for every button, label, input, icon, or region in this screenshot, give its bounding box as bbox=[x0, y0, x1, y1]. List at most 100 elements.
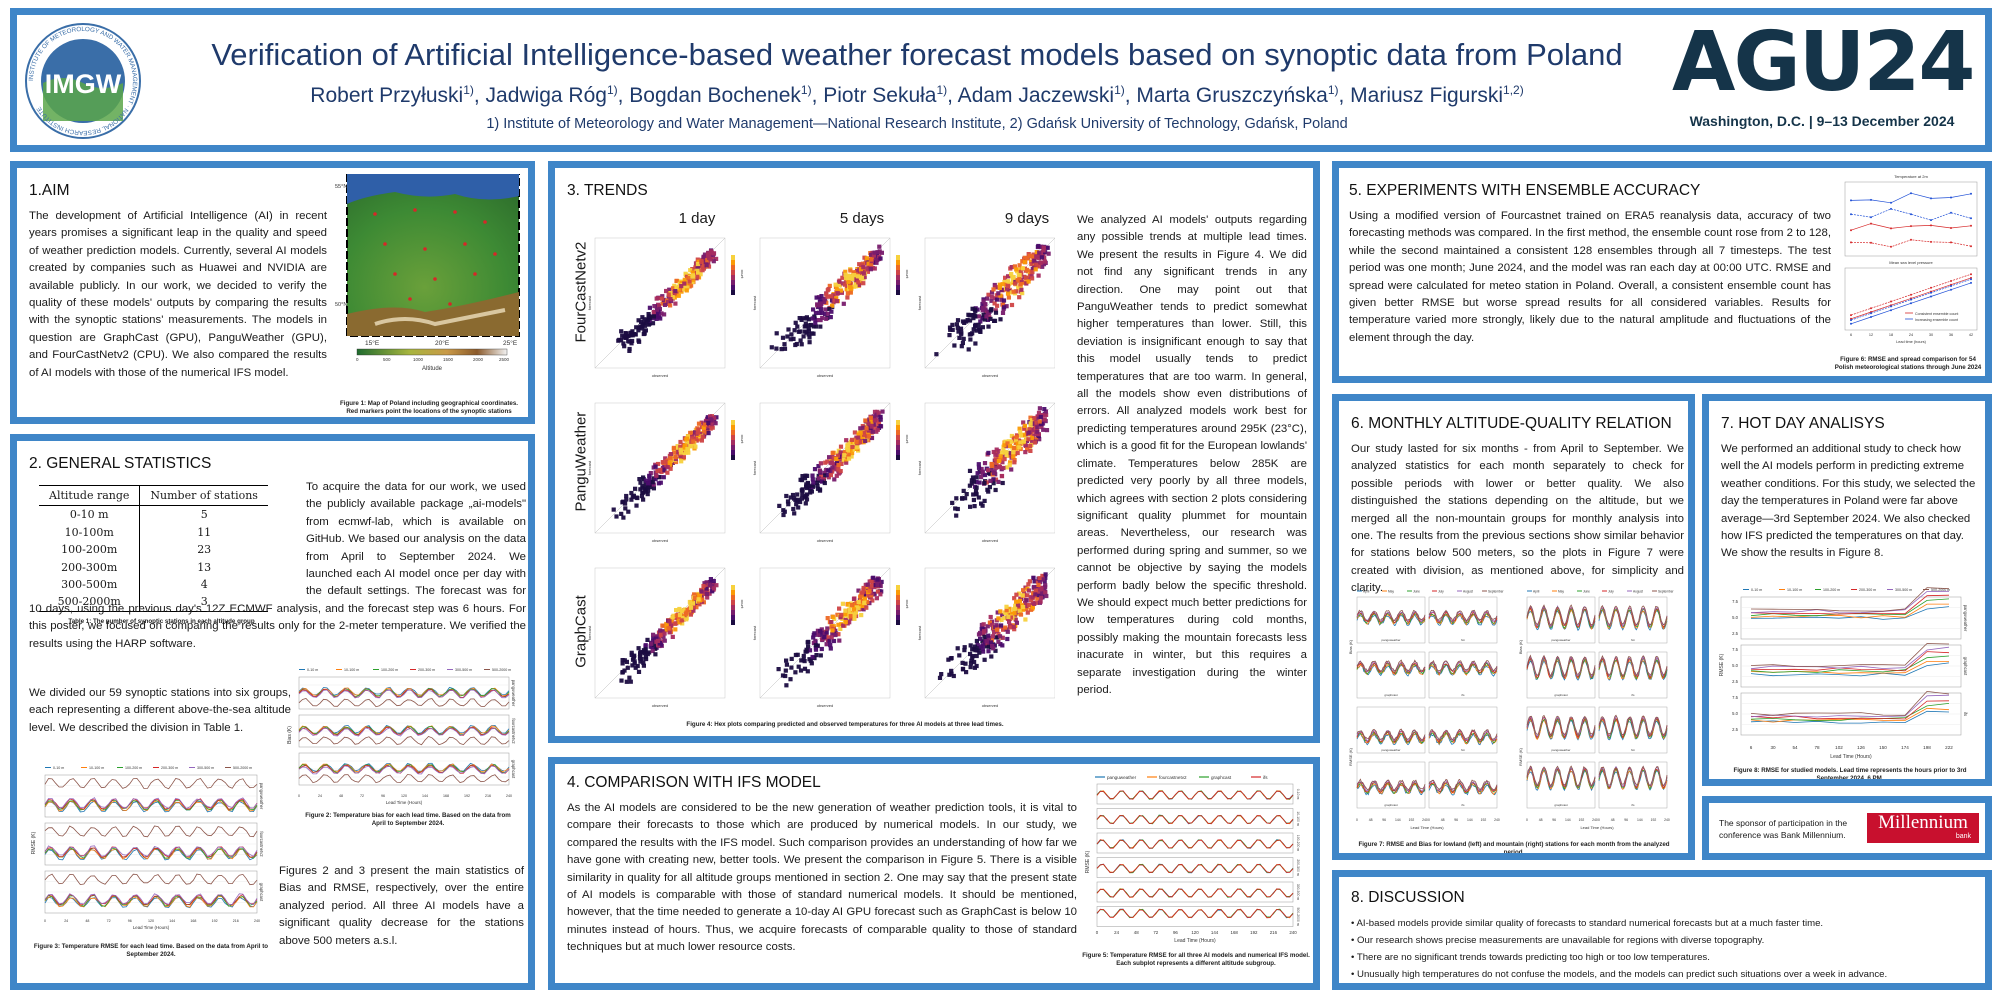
monthly-panel-label: graphcast bbox=[1384, 803, 1397, 807]
hex-bin bbox=[620, 658, 625, 663]
hex-bin bbox=[820, 315, 825, 321]
bias-series-line bbox=[298, 686, 510, 696]
fig3-caption: Figure 3: Temperature RMSE for each lead… bbox=[33, 943, 269, 958]
hex-bin bbox=[660, 460, 665, 465]
hex-bin bbox=[868, 415, 873, 420]
hex-bin bbox=[999, 297, 1004, 302]
hex-bin bbox=[810, 316, 815, 321]
hex-bin bbox=[956, 329, 961, 334]
hex-bin bbox=[990, 622, 995, 628]
hex-bin bbox=[792, 496, 797, 501]
hex-bin bbox=[834, 286, 840, 291]
hex-bin bbox=[676, 284, 681, 289]
legend-entry: 10-100 m bbox=[1787, 588, 1802, 592]
ifs-panel-label: 300-500 m bbox=[1296, 884, 1300, 900]
ensemble-line bbox=[1850, 277, 1972, 320]
hex-bin bbox=[647, 473, 652, 478]
hex-bin bbox=[677, 613, 683, 618]
hex-bin bbox=[974, 479, 979, 485]
hex-bin bbox=[704, 580, 709, 585]
hex-bin bbox=[674, 608, 679, 613]
hex-bin bbox=[986, 292, 991, 297]
ensemble-title: 5. EXPERIMENTS WITH ENSEMBLE ACCURACY bbox=[1349, 182, 1701, 199]
hex-bin bbox=[1030, 254, 1036, 259]
hex-bin bbox=[1034, 431, 1039, 436]
monthly-series-line bbox=[1356, 778, 1426, 792]
x-tick: 120 bbox=[1191, 930, 1199, 935]
general-p2: We divided our 59 synoptic stations into… bbox=[29, 687, 291, 734]
monthly-series-line bbox=[1598, 604, 1668, 626]
hex-bin bbox=[849, 454, 854, 459]
hex-bin bbox=[859, 275, 864, 280]
hex-bin bbox=[1044, 428, 1050, 433]
hex-bin bbox=[879, 250, 884, 255]
hex-bin bbox=[986, 635, 991, 640]
colorbar-cell bbox=[731, 435, 735, 440]
hex-bin bbox=[833, 632, 838, 638]
hex-bin bbox=[682, 277, 687, 282]
sponsor-text: The sponsor of participation in the conf… bbox=[1719, 818, 1848, 840]
hex-bin bbox=[964, 492, 969, 497]
hex-bin bbox=[993, 635, 998, 640]
hex-bin bbox=[875, 250, 880, 255]
hex-bin bbox=[819, 646, 824, 652]
hex-bin bbox=[968, 643, 973, 648]
monthly-series-line bbox=[1356, 659, 1426, 673]
colorbar-cell bbox=[896, 595, 900, 600]
legend-entry: 0-10 m bbox=[53, 766, 64, 770]
aim-body: The development of Artificial Intelligen… bbox=[29, 210, 327, 379]
hex-bin bbox=[696, 597, 701, 602]
hex-bin bbox=[672, 450, 677, 455]
hex-bin bbox=[638, 659, 643, 664]
panel-label: graphcast bbox=[259, 883, 264, 902]
hex-bin bbox=[978, 636, 983, 641]
hex-bin bbox=[862, 255, 867, 260]
hex-bin bbox=[818, 307, 823, 312]
hex-bin bbox=[1030, 595, 1035, 600]
monthly-series-line bbox=[1356, 612, 1426, 625]
x-tick: 192 bbox=[1481, 818, 1487, 822]
fig1-caption: Figure 1: Map of Poland including geogra… bbox=[339, 400, 519, 415]
hex-bin bbox=[947, 333, 952, 338]
hex-bin bbox=[954, 322, 959, 327]
fig6-xlabel: Lead time (hours) bbox=[1896, 340, 1926, 344]
hex-bin bbox=[965, 318, 970, 323]
hex-bin bbox=[823, 460, 828, 465]
hex-bin bbox=[806, 328, 811, 333]
x-tick: 144 bbox=[1395, 818, 1401, 822]
hex-bin bbox=[1014, 435, 1019, 440]
hex-bin bbox=[799, 317, 804, 322]
hex-bin bbox=[702, 262, 707, 267]
hex-bin bbox=[828, 643, 833, 648]
hex-bin bbox=[977, 480, 982, 485]
hex-bin bbox=[687, 599, 692, 605]
hex-bin bbox=[985, 487, 990, 492]
hex-bin bbox=[777, 503, 782, 508]
hex-bin bbox=[801, 653, 806, 659]
hex-bin bbox=[665, 465, 670, 470]
hex-bin bbox=[1024, 606, 1029, 612]
hex-bin bbox=[649, 641, 654, 646]
hex-bin bbox=[636, 669, 642, 674]
ifs-panel-label: 10-100 m bbox=[1296, 811, 1300, 825]
hex-bin bbox=[841, 616, 846, 621]
hex-bin bbox=[1020, 291, 1025, 296]
hex-bin bbox=[666, 299, 671, 305]
colorbar-cell bbox=[896, 265, 900, 270]
hex-bin bbox=[973, 648, 978, 653]
hex-bin bbox=[1042, 579, 1047, 584]
hex-bin bbox=[862, 596, 868, 601]
hex-bin bbox=[850, 444, 855, 450]
x-tick: 102 bbox=[1835, 745, 1843, 750]
hex-bin bbox=[662, 631, 667, 636]
hex-bin bbox=[786, 327, 791, 332]
hex-bin bbox=[645, 637, 650, 642]
hex-bin bbox=[646, 488, 651, 493]
hex-bin bbox=[968, 651, 973, 657]
hex-bin bbox=[679, 280, 684, 285]
hex-bin bbox=[981, 312, 986, 317]
hex-bin bbox=[1014, 267, 1019, 272]
hex-bin bbox=[878, 256, 883, 261]
monthly-series-line bbox=[1428, 660, 1498, 672]
hex-bin bbox=[857, 277, 862, 282]
